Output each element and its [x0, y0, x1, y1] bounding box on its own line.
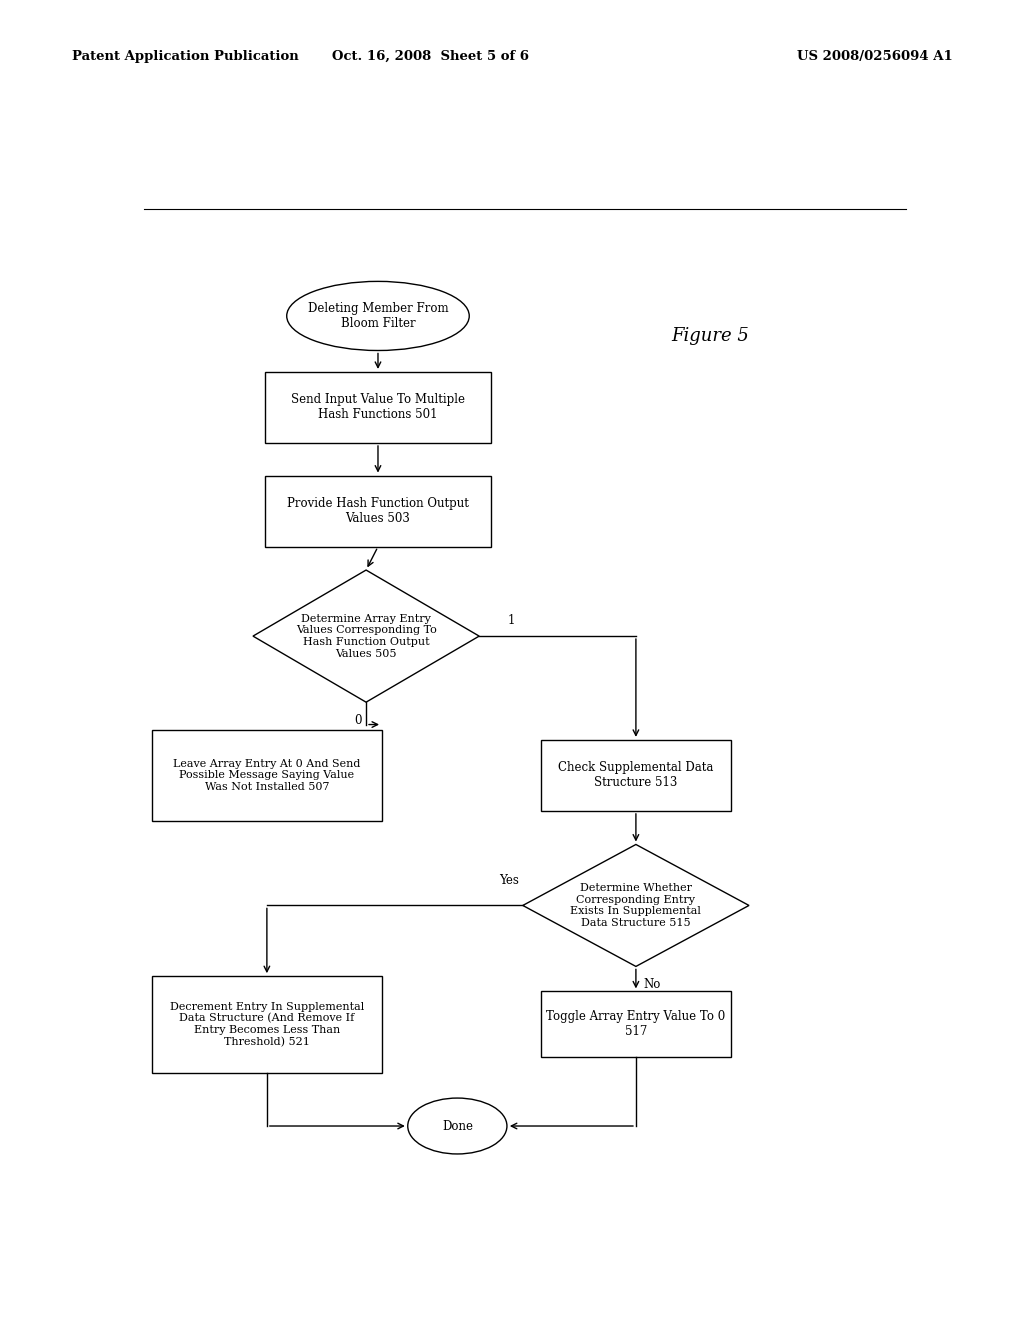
Bar	[152, 730, 382, 821]
Text: Determine Array Entry
Values Corresponding To
Hash Function Output
Values 505: Determine Array Entry Values Correspondi…	[296, 614, 436, 659]
Text: Send Input Value To Multiple
Hash Functions 501: Send Input Value To Multiple Hash Functi…	[291, 393, 465, 421]
Text: Determine Whether
Corresponding Entry
Exists In Supplemental
Data Structure 515: Determine Whether Corresponding Entry Ex…	[570, 883, 701, 928]
Text: 1: 1	[507, 614, 515, 627]
Text: Oct. 16, 2008  Sheet 5 of 6: Oct. 16, 2008 Sheet 5 of 6	[332, 50, 528, 63]
Bar	[152, 975, 382, 1073]
Bar	[265, 372, 492, 444]
Text: Deleting Member From
Bloom Filter: Deleting Member From Bloom Filter	[307, 302, 449, 330]
Text: Decrement Entry In Supplemental
Data Structure (And Remove If
Entry Becomes Less: Decrement Entry In Supplemental Data Str…	[170, 1002, 364, 1047]
Text: 0: 0	[354, 714, 361, 727]
Bar	[541, 739, 731, 810]
Text: Provide Hash Function Output
Values 503: Provide Hash Function Output Values 503	[287, 498, 469, 525]
Text: Leave Array Entry At 0 And Send
Possible Message Saying Value
Was Not Installed : Leave Array Entry At 0 And Send Possible…	[173, 759, 360, 792]
Text: US 2008/0256094 A1: US 2008/0256094 A1	[797, 50, 952, 63]
Text: Yes: Yes	[499, 874, 519, 887]
Bar	[541, 991, 731, 1057]
Text: Check Supplemental Data
Structure 513: Check Supplemental Data Structure 513	[558, 762, 714, 789]
Text: Toggle Array Entry Value To 0
517: Toggle Array Entry Value To 0 517	[546, 1010, 726, 1039]
Text: Patent Application Publication: Patent Application Publication	[72, 50, 298, 63]
Text: No: No	[643, 978, 660, 991]
Text: Figure 5: Figure 5	[672, 327, 750, 346]
Bar	[265, 475, 492, 546]
Text: Done: Done	[441, 1119, 473, 1133]
